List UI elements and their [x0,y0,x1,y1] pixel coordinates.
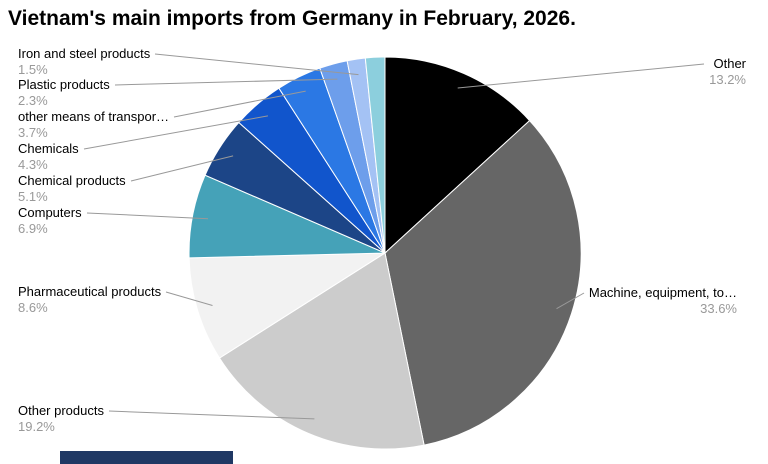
leader-line-iron-and-steel-products [154,53,359,76]
leader-line-chemicals [83,115,268,150]
slice-label-machine-equipment-to: Machine, equipment, to… 33.6% [589,285,737,316]
leader-line-computers [86,212,209,220]
pie-slice-unlabeled[interactable] [364,56,386,254]
slice-percent: 19.2% [18,418,55,434]
slice-label-other-products: Other products 19.2% [18,403,104,434]
slice-percent: 6.9% [18,220,48,236]
slice-percent: 33.6% [700,300,737,316]
slice-percent: 13.2% [709,71,746,87]
slice-label-other: Other 13.2% [709,56,746,87]
chart-title: Vietnam's main imports from Germany in F… [8,7,576,30]
leader-line-other [457,63,705,89]
slice-name: Computers [18,205,82,220]
leader-line-plastic-products [114,78,338,86]
slice-percent: 4.3% [18,156,48,172]
slice-percent: 2.3% [18,92,48,108]
slice-label-iron-and-steel-products: Iron and steel products 1.5% [18,46,150,77]
pie-slice-pharmaceutical-products[interactable] [188,252,387,359]
slice-percent: 8.6% [18,299,48,315]
leader-line-other-means-of-transpor [173,90,306,118]
pie-slice-other-products[interactable] [218,252,425,450]
leader-line-chemical-products [130,155,234,182]
slice-name: other means of transpor… [18,109,170,124]
slice-name: Plastic products [18,77,110,92]
leader-line-other-products [108,410,315,420]
pie-slices [188,56,582,450]
slice-name: Chemical products [18,173,126,188]
slice-label-other-means-of-transpor: other means of transpor… 3.7% [18,109,169,140]
slice-percent: 1.5% [18,61,48,77]
slice-percent: 3.7% [18,124,48,140]
slice-label-pharmaceutical-products: Pharmaceutical products 8.6% [18,284,161,315]
leader-line-pharmaceutical-products [165,291,213,306]
pie-slice-machine-equipment-to[interactable] [384,119,582,446]
pie-slice-other[interactable] [384,56,531,255]
slice-name: Iron and steel products [18,46,151,61]
slice-name: Machine, equipment, to… [588,285,737,300]
slice-name: Chemicals [18,141,79,156]
slice-name: Other products [18,403,104,418]
leader-lines [83,53,705,420]
leader-line-machine-equipment-to [556,292,585,310]
slice-percent: 5.1% [18,188,48,204]
slice-label-chemicals: Chemicals 4.3% [18,141,79,172]
slice-name: Other [713,56,746,71]
bottom-navy-bar [60,451,233,464]
slice-label-plastic-products: Plastic products 2.3% [18,77,110,108]
slice-name: Pharmaceutical products [18,284,162,299]
slice-label-computers: Computers 6.9% [18,205,82,236]
slice-label-chemical-products: Chemical products 5.1% [18,173,126,204]
